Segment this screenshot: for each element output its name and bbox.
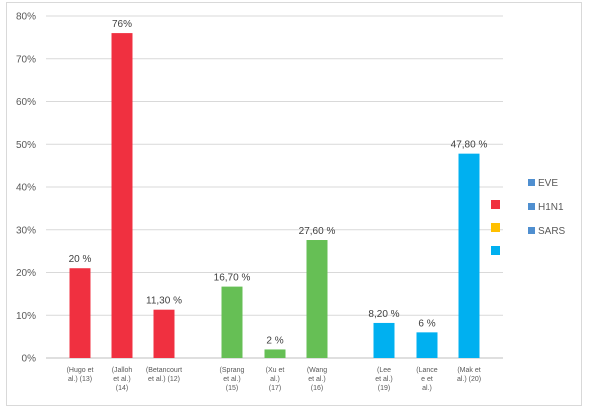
data-label: 20 % (69, 254, 92, 265)
y-tick-label: 60% (16, 97, 36, 108)
bar (153, 309, 175, 358)
y-tick-label: 10% (16, 311, 36, 322)
category-label-line: (Jalloh (112, 367, 133, 374)
y-tick-label: 20% (16, 268, 36, 279)
legend-marker (528, 203, 535, 210)
category-label-line: (Mak et (457, 367, 480, 374)
data-label: 2 % (266, 335, 283, 346)
y-tick-label: 70% (16, 54, 36, 65)
bar (458, 153, 480, 358)
category-label-line: al.) (422, 385, 432, 392)
legend-swatch (491, 223, 500, 232)
category-label-line: (Lance (416, 367, 438, 374)
bar-chart: 0% 10% 20% 30% 40% 50% 60% 70% 80% 20 % (Hugo et al… (16, 12, 566, 393)
data-label: 11,30 % (146, 296, 182, 307)
data-label: 47,80 % (451, 140, 488, 151)
legend-swatch (491, 200, 500, 209)
category-label-line: et al.) (113, 376, 131, 383)
category-label-line: (Sprang (220, 367, 245, 374)
data-label: 27,60 % (299, 226, 336, 237)
category-label-line: (Hugo et (67, 367, 94, 374)
category-label-line: (17) (269, 385, 281, 392)
bar (111, 33, 133, 358)
bar (306, 240, 328, 358)
category-label-line: et al.) (12) (148, 376, 180, 383)
category-label: (Mak et al.) (20) (457, 367, 481, 383)
category-label-line: (Xu et (266, 367, 285, 374)
category-label-line: (Wang (307, 367, 327, 374)
category-label-line: (15) (226, 385, 238, 392)
category-label: (Jalloh et al.) (14) (112, 367, 133, 392)
y-tick-label: 40% (16, 183, 36, 194)
data-label: 16,70 % (214, 273, 251, 284)
legend-label: EVE (538, 178, 558, 189)
y-tick-label: 80% (16, 12, 36, 23)
y-tick-label: 30% (16, 225, 36, 236)
legend-marker (528, 179, 535, 186)
legend-label: SARS (538, 226, 566, 237)
bar (221, 286, 243, 358)
data-label: 6 % (418, 318, 435, 329)
category-label-line: al.) (20) (457, 376, 481, 383)
category-label-line: (Betancourt (146, 367, 182, 374)
category-label: (Betancourt et al.) (12) (146, 367, 182, 383)
category-label-line: (16) (311, 385, 323, 392)
bar (264, 349, 286, 358)
category-label-line: al.) (270, 376, 280, 383)
bar (69, 268, 91, 358)
category-label-line: et al.) (375, 376, 393, 383)
legend-swatch (491, 246, 500, 255)
category-label-line: e et (421, 376, 433, 383)
category-label: (Hugo et al.) (13) (67, 367, 94, 383)
category-label-line: et al.) (223, 376, 241, 383)
y-tick-label: 50% (16, 140, 36, 151)
category-label-line: al.) (13) (68, 376, 92, 383)
category-label-line: (19) (378, 385, 390, 392)
data-label: 76% (112, 19, 132, 30)
category-label: (Xu et al.) (17) (266, 367, 285, 392)
data-label: 8,20 % (368, 309, 399, 320)
chart-frame: 0% 10% 20% 30% 40% 50% 60% 70% 80% 20 % (Hugo et al… (6, 2, 582, 406)
bar (416, 332, 438, 358)
bar (373, 322, 395, 358)
category-label-line: (14) (116, 385, 128, 392)
category-label-line: et al.) (308, 376, 326, 383)
legend-label: H1N1 (538, 202, 564, 213)
category-label: (Wang et al.) (16) (307, 367, 327, 392)
category-label-line: (Lee (377, 367, 391, 374)
y-tick-label: 0% (22, 354, 37, 365)
category-label: (Lance e et al.) (416, 367, 438, 392)
category-label: (Lee et al.) (19) (375, 367, 393, 392)
legend-marker (528, 227, 535, 234)
category-label: (Sprang et al.) (15) (220, 367, 245, 392)
